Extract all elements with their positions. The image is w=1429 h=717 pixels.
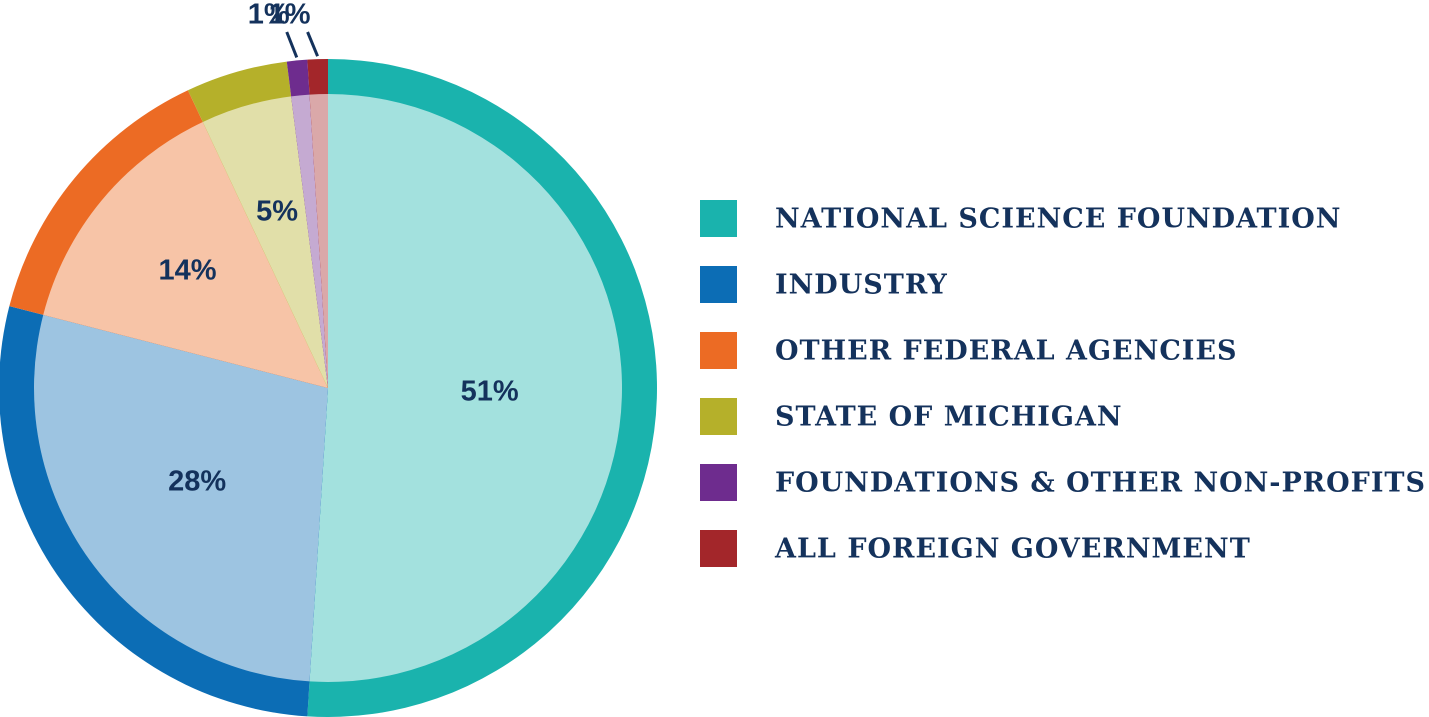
- legend-label: NATIONAL SCIENCE FOUNDATION: [775, 204, 1341, 235]
- legend-swatch: [700, 530, 737, 567]
- leader-line: [306, 31, 319, 57]
- legend-label: INDUSTRY: [775, 270, 948, 301]
- slice-tint: [309, 94, 328, 388]
- legend-label: ALL FOREIGN GOVERNMENT: [774, 534, 1251, 565]
- data-label: 14%: [159, 254, 217, 286]
- legend-swatch: [700, 464, 737, 501]
- legend-swatch: [700, 398, 737, 435]
- data-label: 51%: [461, 376, 519, 408]
- legend-label: FOUNDATIONS & OTHER NON-PROFITS: [775, 468, 1426, 499]
- legend-label: STATE OF MICHIGAN: [775, 402, 1123, 433]
- slice-tint: [291, 94, 328, 388]
- data-label: 1%: [269, 0, 311, 31]
- data-label: 1%: [248, 0, 290, 31]
- slice-tint: [309, 94, 623, 683]
- data-label: 28%: [168, 466, 226, 498]
- slice-tint: [43, 121, 329, 389]
- legend-swatch: [700, 200, 737, 237]
- slice-tint: [33, 314, 329, 682]
- legend-label: OTHER FEDERAL AGENCIES: [775, 336, 1238, 367]
- leader-line: [285, 31, 299, 59]
- slice-tint: [202, 96, 328, 389]
- legend-swatch: [700, 266, 737, 303]
- legend-swatch: [700, 332, 737, 369]
- data-label: 5%: [256, 196, 298, 228]
